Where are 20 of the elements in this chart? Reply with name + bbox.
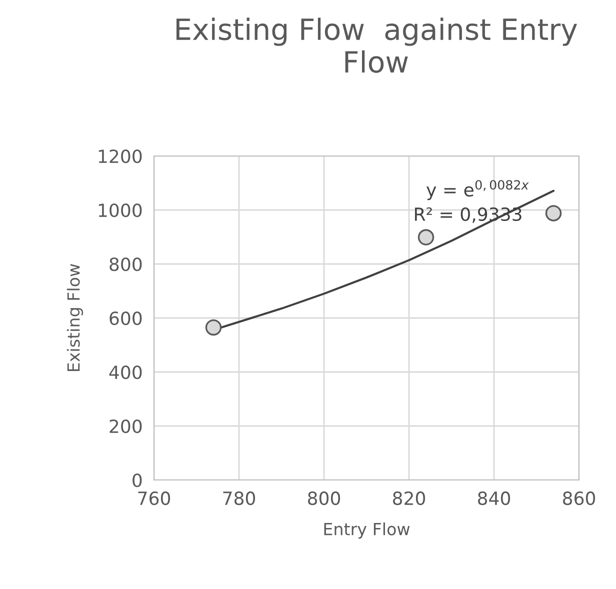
y-axis-title: Existing Flow <box>66 264 84 372</box>
y-tick-label: 800 <box>110 257 142 272</box>
x-tick-label: 840 <box>478 491 510 506</box>
x-tick-label: 860 <box>562 491 596 506</box>
x-tick-label: 820 <box>392 491 426 506</box>
x-tick-label: 760 <box>138 491 170 506</box>
y-tick-label: 1200 <box>98 149 142 164</box>
x-tick-label: 780 <box>223 491 256 506</box>
y-tick-label: 0 <box>132 473 142 488</box>
y-tick-label: 1000 <box>98 203 142 218</box>
x-tick-label: 800 <box>308 491 340 506</box>
x-axis-title: Entry Flow <box>324 522 410 539</box>
point <box>545 205 562 222</box>
annotation: y = e$^{0,0082x}$ <box>426 180 529 200</box>
point <box>418 229 434 246</box>
point <box>205 319 222 336</box>
y-tick-label: 600 <box>110 311 142 326</box>
chart-title: Existing Flow against Entry Flow <box>176 18 578 73</box>
y-tick-label: 400 <box>109 365 142 380</box>
y-tick-label: 200 <box>110 419 142 434</box>
